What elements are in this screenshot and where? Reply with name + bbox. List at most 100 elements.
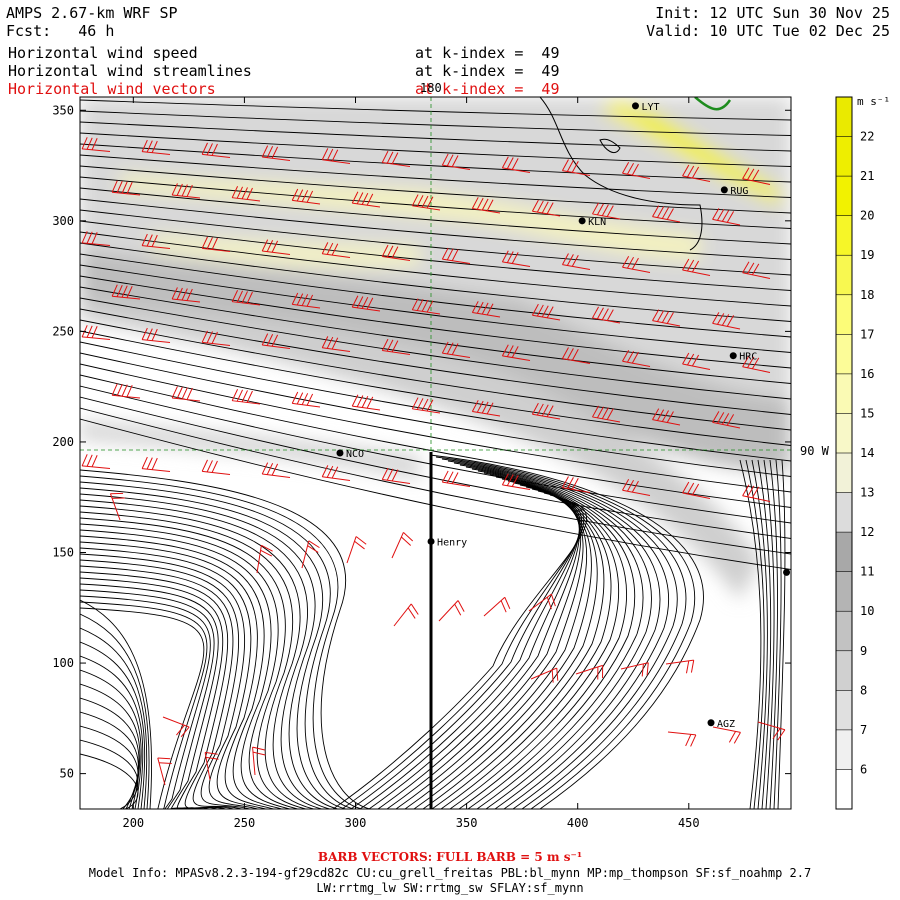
barb-flag — [386, 339, 394, 352]
colorbar-label: 9 — [860, 644, 867, 658]
barb-shaft — [352, 306, 381, 312]
barb-flag — [712, 411, 720, 423]
barb-flag — [266, 240, 274, 252]
barb-flag — [201, 142, 208, 155]
station-label: NCO — [346, 449, 364, 460]
streamline — [80, 231, 791, 307]
barb-flag — [426, 300, 434, 313]
barb-shaft — [575, 664, 603, 675]
barb-flag — [506, 474, 514, 486]
barb-shaft — [382, 161, 411, 167]
colorbar-label: 20 — [860, 209, 874, 223]
barb-flag — [291, 391, 299, 404]
streamlines-layer — [80, 99, 791, 809]
barb-flag — [391, 469, 399, 482]
barb-flag — [646, 662, 649, 676]
barb-flag — [366, 193, 374, 206]
streamline — [80, 319, 791, 431]
barb-flag — [486, 199, 494, 212]
streamline — [453, 462, 670, 809]
wind-barb — [261, 145, 291, 161]
wind-barb — [291, 188, 321, 205]
barb-flag — [151, 140, 158, 153]
barb-flag — [536, 304, 544, 317]
barb-flag — [411, 298, 419, 311]
barb-flag — [176, 183, 183, 196]
barb-flag — [592, 306, 599, 319]
streamline — [80, 499, 331, 809]
barb-flag — [206, 143, 213, 156]
wind-barb — [622, 162, 651, 179]
barb-shaft — [472, 312, 501, 318]
streamline — [80, 297, 791, 400]
streamline — [80, 725, 139, 809]
barb-flag — [366, 297, 374, 310]
barb-flag — [546, 405, 554, 418]
barb-flag — [631, 257, 639, 270]
barb-flag — [471, 301, 479, 313]
barb-shaft — [592, 317, 621, 324]
wind-barb — [471, 197, 501, 214]
barb-flag — [86, 325, 93, 338]
streamline — [80, 739, 139, 809]
colorbar-bin — [836, 532, 852, 572]
streamline — [80, 655, 144, 809]
barb-flag — [116, 284, 123, 297]
level-label-speed: at k-index = 49 — [415, 44, 560, 62]
barb-shaft — [322, 159, 351, 164]
barb-flag — [506, 157, 514, 169]
wind-barb — [81, 454, 111, 469]
barb-flag — [111, 180, 118, 193]
streamline — [80, 187, 791, 245]
wind-barb — [81, 231, 111, 246]
wind-barb — [109, 492, 125, 521]
colorbar-bin — [836, 729, 852, 770]
barb-flag — [441, 247, 449, 260]
barb-shaft — [742, 178, 771, 185]
wind-barb — [622, 256, 651, 273]
barb-flag — [682, 164, 690, 177]
barb-shaft — [562, 358, 591, 364]
streamline — [80, 176, 791, 229]
barb-flag — [91, 232, 98, 245]
barb-flag — [159, 762, 172, 765]
barb-flag — [391, 340, 399, 353]
wind-barb — [501, 250, 531, 267]
barb-shaft — [256, 545, 262, 574]
barb-flag — [351, 394, 359, 407]
barb-shaft — [442, 258, 471, 264]
barb-flag — [306, 393, 314, 406]
station-marker: Henry — [427, 537, 467, 548]
colorbar-label: 7 — [860, 723, 867, 737]
colorbar-bin — [836, 334, 852, 374]
barb-shaft — [562, 170, 591, 176]
wind-barb — [531, 303, 561, 321]
colorbar-bin — [836, 97, 852, 137]
barb-flag — [742, 355, 750, 367]
barb-flag — [81, 454, 88, 467]
barb-flag — [622, 256, 630, 268]
barb-flag — [446, 471, 454, 484]
barb-flag — [241, 390, 248, 403]
barb-flag — [81, 231, 88, 244]
wind-barbs-layer — [81, 137, 786, 786]
wind-barb — [501, 344, 531, 361]
barb-flag — [536, 403, 544, 416]
barb-flag — [252, 746, 265, 751]
barb-flag — [231, 389, 239, 401]
wind-barb — [652, 309, 681, 327]
station-marker: KLN — [578, 217, 606, 228]
wind-barb — [682, 352, 711, 370]
streamline — [757, 459, 772, 809]
barb-flag — [271, 146, 279, 159]
streamline — [80, 418, 791, 570]
barb-shaft — [620, 662, 649, 670]
barb-flag — [426, 399, 434, 412]
level-label-streamlines: at k-index = 49 — [415, 62, 560, 80]
barb-flag — [246, 187, 253, 200]
barb-flag — [141, 233, 148, 246]
streamline — [80, 374, 791, 508]
y-tick-label: 250 — [52, 324, 74, 338]
barb-flag — [546, 306, 554, 319]
barb-flag — [531, 402, 539, 415]
